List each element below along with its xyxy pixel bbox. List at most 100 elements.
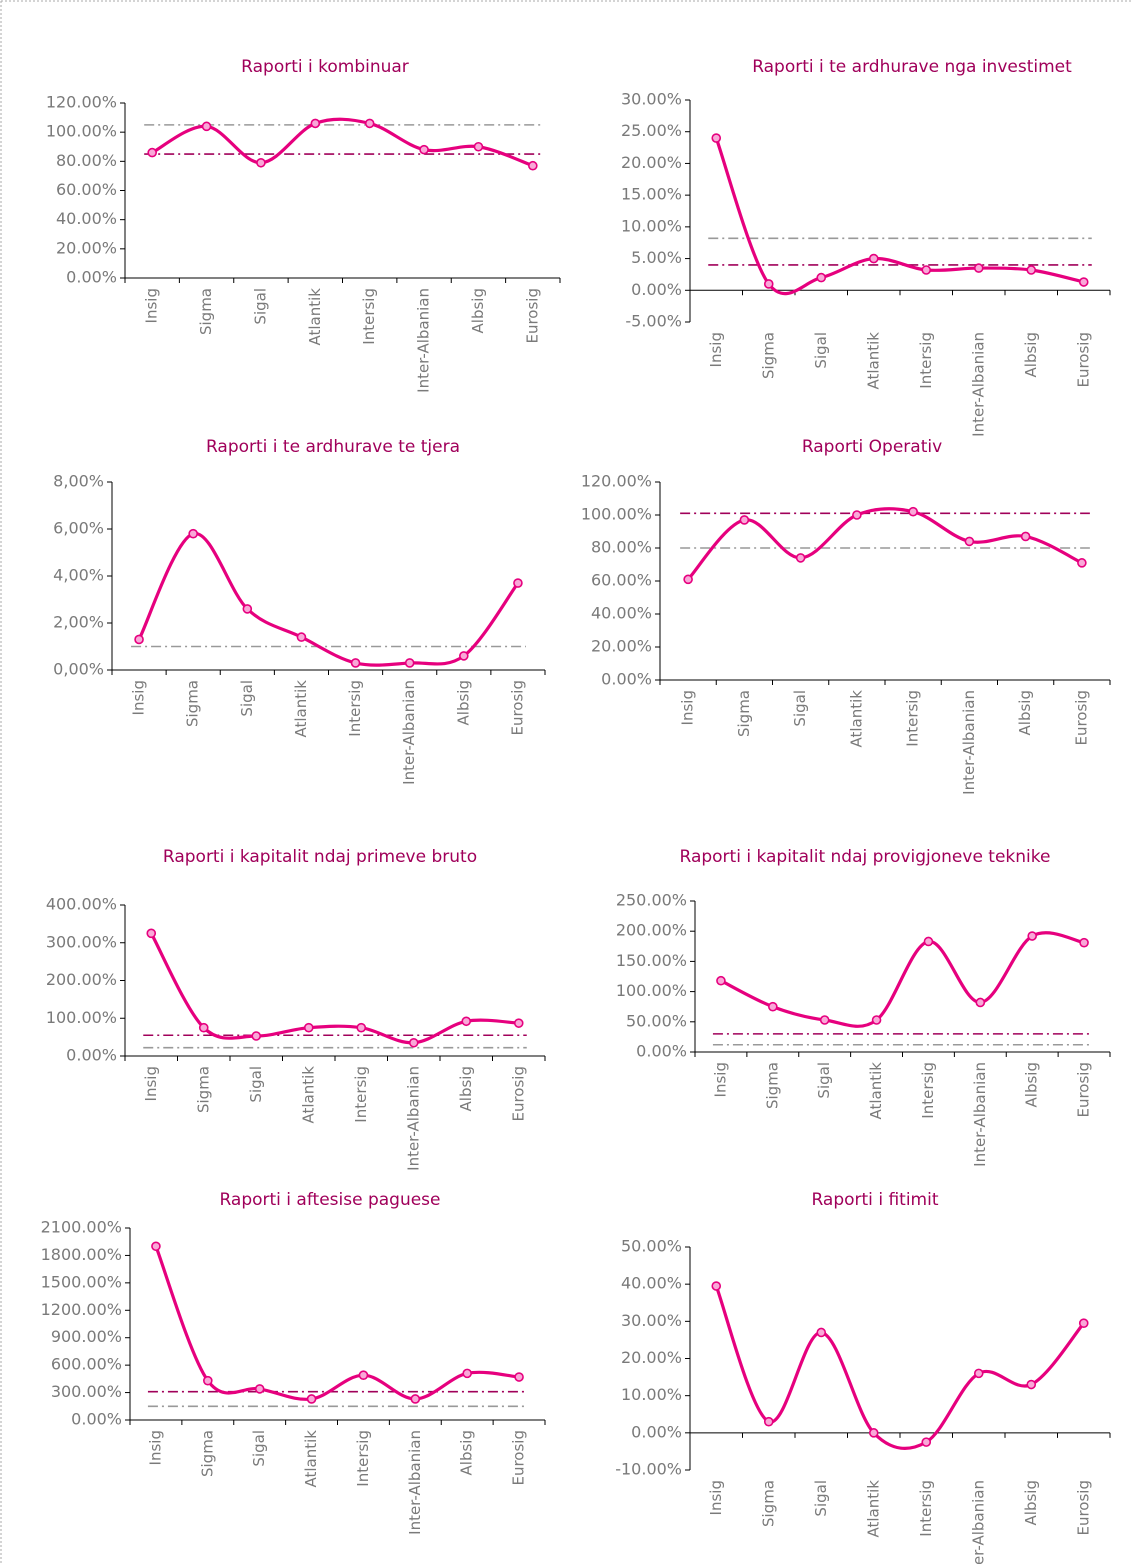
y-tick-label: 0.00% [66, 1046, 117, 1065]
y-tick-label: 25.00% [621, 121, 682, 140]
chart-title: Raporti i kapitalit ndaj provigjoneve te… [680, 847, 1051, 867]
data-point [134, 634, 144, 645]
data-point [203, 1375, 213, 1386]
y-tick-label: 40.00% [621, 1274, 682, 1293]
data-point [528, 160, 538, 171]
x-tick-label: Insig [711, 1062, 729, 1097]
x-tick-label: Albsig [1023, 1062, 1041, 1107]
data-point [310, 118, 321, 129]
x-tick-label: Atlantik [847, 690, 865, 748]
data-point [975, 997, 986, 1008]
y-tick-label: 30.00% [621, 90, 682, 109]
chart: Raporti i te ardhurave nga investimet -5.… [621, 57, 1111, 437]
data-point [1027, 931, 1037, 941]
data-point [303, 1022, 314, 1033]
y-tick-label: 4,00% [53, 566, 104, 585]
y-tick-label: 200.00% [616, 921, 687, 940]
data-point [188, 528, 198, 539]
x-tick-label: Insig [130, 680, 148, 715]
data-point [251, 1031, 262, 1041]
y-tick-label: 0.00% [601, 670, 652, 689]
chart-title: Raporti i kombinuar [241, 57, 409, 77]
data-point [868, 253, 879, 264]
y-tick-label: 50.00% [621, 1237, 682, 1256]
data-point [795, 553, 806, 563]
x-tick-label: Sigal [812, 1480, 830, 1517]
data-point [852, 510, 862, 520]
x-tick-label: Sigma [198, 1430, 216, 1477]
data-point [306, 1394, 317, 1404]
data-point [404, 658, 415, 668]
x-tick-label: Sigal [251, 288, 269, 325]
x-tick-label: Sigma [184, 680, 202, 727]
x-tick-label: Inter-Albanian [969, 1480, 987, 1564]
y-tick-label: 250.00% [616, 891, 687, 910]
x-tick-label: Inter-Albanian [406, 1430, 424, 1535]
data-point [242, 604, 253, 614]
x-tick-label: Sigal [247, 1066, 265, 1103]
x-tick-label: Albsig [1016, 690, 1034, 735]
y-tick-label: 1200.00% [41, 1300, 122, 1319]
data-point [473, 141, 484, 152]
data-line [154, 1245, 520, 1401]
x-tick-label: Eurosig [1072, 690, 1090, 746]
x-tick-label: Albsig [454, 680, 472, 725]
x-tick-label: Intersig [919, 1062, 937, 1119]
data-line [720, 931, 1085, 1028]
x-tick-label: Atlantik [864, 332, 882, 390]
y-tick-label: 2100.00% [41, 1218, 122, 1237]
data-point [923, 936, 934, 947]
data-point [408, 1037, 419, 1048]
y-tick-label: 5.00% [631, 248, 682, 267]
data-point [921, 1437, 932, 1447]
y-tick-label: 300.00% [51, 1382, 122, 1401]
y-tick-label: 80.00% [591, 538, 652, 557]
chart: Raporti i kapitalit ndaj primeve bruto 0.… [46, 847, 546, 1171]
y-tick-label: 1800.00% [41, 1245, 122, 1264]
y-tick-label: 100.00% [616, 981, 687, 1000]
x-tick-label: Intersig [904, 690, 922, 747]
data-point [256, 157, 266, 168]
y-tick-label: 20.00% [621, 1348, 682, 1367]
data-point [763, 1416, 774, 1427]
y-tick-label: 120.00% [46, 93, 117, 112]
data-point [151, 1241, 161, 1252]
data-point [198, 1022, 209, 1033]
data-point [973, 1368, 984, 1379]
data-point [711, 1281, 722, 1291]
x-tick-label: Albsig [458, 1430, 476, 1475]
y-tick-label: 400.00% [46, 895, 117, 914]
chart-title: Raporti i fitimit [811, 1190, 938, 1210]
data-point [763, 279, 774, 289]
y-tick-label: 20.00% [56, 238, 117, 257]
y-tick-label: 200.00% [46, 970, 117, 989]
x-tick-label: Sigma [759, 1480, 777, 1527]
y-tick-label: 80.00% [56, 151, 117, 170]
data-point [1026, 265, 1037, 275]
x-tick-label: Inter-Albanian [415, 288, 433, 393]
x-tick-label: Eurosig [508, 680, 526, 736]
x-tick-label: Atlantik [306, 288, 324, 346]
chart-title: Raporti i kapitalit ndaj primeve bruto [163, 847, 477, 867]
data-point [514, 1372, 524, 1382]
x-tick-label: Intersig [917, 1480, 935, 1537]
x-tick-label: Sigal [812, 332, 830, 369]
data-point [201, 121, 212, 132]
data-point [816, 272, 827, 283]
y-tick-label: 0.00% [631, 1422, 682, 1441]
data-point [973, 263, 984, 273]
x-tick-label: Atlantik [299, 1066, 317, 1124]
y-tick-label: 150.00% [616, 951, 687, 970]
data-point [816, 1327, 827, 1338]
x-tick-label: Inter-Albanian [400, 680, 418, 785]
data-line [137, 532, 520, 667]
x-tick-label: Albsig [457, 1066, 475, 1111]
x-tick-label: Atlantik [864, 1480, 882, 1538]
x-tick-label: Atlantik [867, 1062, 885, 1120]
x-tick-label: Inter-Albanian [971, 1062, 989, 1167]
data-point [419, 144, 429, 155]
data-point [364, 118, 375, 129]
data-point [410, 1394, 421, 1404]
y-tick-label: 1500.00% [41, 1272, 122, 1291]
x-tick-label: Insig [707, 332, 725, 367]
